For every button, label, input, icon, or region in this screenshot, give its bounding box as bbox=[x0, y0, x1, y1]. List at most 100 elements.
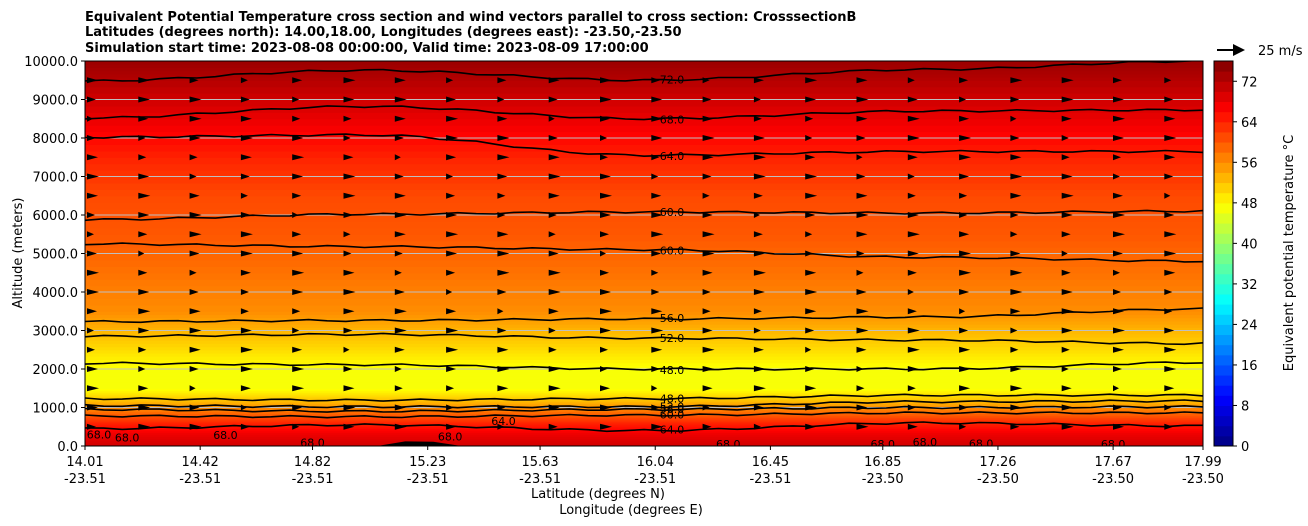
contour-label: 68.0 bbox=[438, 430, 463, 443]
wind-vector bbox=[189, 115, 202, 122]
filled-band bbox=[85, 64, 1203, 69]
colorbar-frame bbox=[1213, 60, 1234, 447]
wind-vector bbox=[189, 212, 202, 218]
wind-vector bbox=[805, 173, 818, 180]
wind-vector bbox=[753, 77, 764, 84]
wind-vector bbox=[856, 231, 868, 238]
wind-vector bbox=[548, 77, 560, 84]
wind-vector bbox=[446, 269, 456, 276]
filled-band bbox=[85, 365, 1203, 370]
wind-vector bbox=[1113, 327, 1125, 334]
wind-vector bbox=[959, 423, 967, 430]
wind-vector bbox=[651, 77, 661, 84]
wind-vector bbox=[1010, 77, 1023, 84]
wind-vector bbox=[548, 366, 560, 372]
wind-vector bbox=[907, 96, 918, 103]
colorbar-cell bbox=[1214, 202, 1233, 214]
wind-vector bbox=[240, 173, 250, 180]
wind-vector bbox=[343, 231, 351, 238]
contour-label: 52.0 bbox=[660, 400, 685, 413]
wind-vector bbox=[753, 135, 765, 141]
wind-vector bbox=[1164, 346, 1177, 353]
colorbar-cell bbox=[1214, 223, 1233, 234]
wind-vector bbox=[805, 308, 817, 315]
contour-label: 68.0 bbox=[115, 432, 140, 445]
wind-vector bbox=[600, 308, 612, 315]
x-axis-label-latitude: Latitude (degrees N) bbox=[531, 487, 665, 502]
wind-vector bbox=[1164, 250, 1177, 257]
wind-vector bbox=[548, 250, 559, 257]
wind-vector bbox=[446, 423, 457, 430]
wind-vector bbox=[292, 135, 304, 141]
y-tick-label: 4000.0 bbox=[33, 286, 79, 301]
wind-vector bbox=[1061, 135, 1069, 141]
wind-vector bbox=[292, 289, 304, 295]
wind-vector bbox=[651, 269, 659, 276]
wind-vector bbox=[1113, 77, 1122, 84]
y-axis-label: Altitude (meters) bbox=[11, 198, 26, 309]
wind-vector bbox=[240, 346, 253, 353]
wind-vector bbox=[292, 173, 304, 180]
colorbar-cell bbox=[1214, 243, 1233, 254]
wind-vector bbox=[87, 231, 94, 238]
wind-vector bbox=[87, 423, 96, 430]
wind-vector bbox=[189, 173, 197, 180]
wind-vector bbox=[1164, 423, 1174, 430]
filled-band bbox=[85, 430, 1203, 434]
y-tick-label: 1000.0 bbox=[33, 402, 79, 417]
wind-vector bbox=[959, 385, 971, 392]
wind-vector bbox=[1164, 173, 1174, 180]
wind-vector bbox=[343, 366, 353, 372]
wind-vector bbox=[600, 366, 607, 372]
wind-vector bbox=[87, 154, 98, 161]
x-tick-label-lat: 14.82 bbox=[294, 455, 331, 470]
wind-vector bbox=[548, 346, 557, 353]
wind-vector bbox=[702, 308, 711, 315]
filled-band bbox=[85, 298, 1203, 306]
filled-band bbox=[85, 378, 1203, 383]
wind-vector bbox=[907, 77, 915, 84]
wind-vector bbox=[240, 423, 250, 430]
wind-vector bbox=[446, 327, 459, 334]
wind-vector bbox=[856, 366, 864, 372]
wind-vector bbox=[856, 250, 865, 257]
colorbar-cell bbox=[1214, 192, 1233, 204]
wind-vector bbox=[702, 346, 715, 353]
wind-vector bbox=[138, 135, 146, 141]
colorbar-cell bbox=[1214, 71, 1233, 82]
contour-label: 60.0 bbox=[660, 408, 685, 421]
wind-vector bbox=[1164, 385, 1175, 392]
wind-vector bbox=[394, 173, 404, 180]
wind-vector bbox=[548, 231, 556, 238]
wind-vector bbox=[292, 423, 300, 430]
wind-vector bbox=[805, 231, 813, 238]
wind-vector bbox=[138, 385, 149, 392]
x-tick-label-lon: -23.51 bbox=[179, 472, 221, 487]
filled-band bbox=[85, 320, 1203, 325]
wind-vector bbox=[702, 173, 712, 180]
wind-vector bbox=[292, 250, 304, 257]
wind-vector bbox=[138, 404, 151, 411]
filled-band bbox=[85, 327, 1203, 332]
filled-band bbox=[85, 112, 1203, 120]
wind-vector bbox=[651, 404, 661, 411]
x-tick-label-lon: -23.51 bbox=[519, 472, 561, 487]
wind-vector bbox=[702, 231, 715, 238]
wind-vector bbox=[907, 154, 918, 161]
filled-band bbox=[85, 253, 1203, 261]
contour-line bbox=[85, 242, 1203, 263]
filled-band bbox=[85, 324, 1203, 328]
wind-vector bbox=[1061, 173, 1073, 180]
colorbar-cell bbox=[1214, 91, 1233, 103]
wind-vector bbox=[805, 77, 818, 84]
colorbar-cell bbox=[1214, 273, 1233, 285]
wind-vector bbox=[138, 346, 147, 353]
wind-vector bbox=[1061, 212, 1073, 218]
wind-key-label: 25 m/s bbox=[1258, 44, 1303, 59]
wind-vector bbox=[959, 96, 967, 103]
wind-vector bbox=[240, 154, 252, 161]
colorbar-cell bbox=[1214, 162, 1233, 173]
wind-vector bbox=[240, 289, 249, 295]
wind-vector bbox=[702, 192, 710, 199]
colorbar-label: Equivalent potential temperature °C bbox=[1282, 135, 1297, 371]
